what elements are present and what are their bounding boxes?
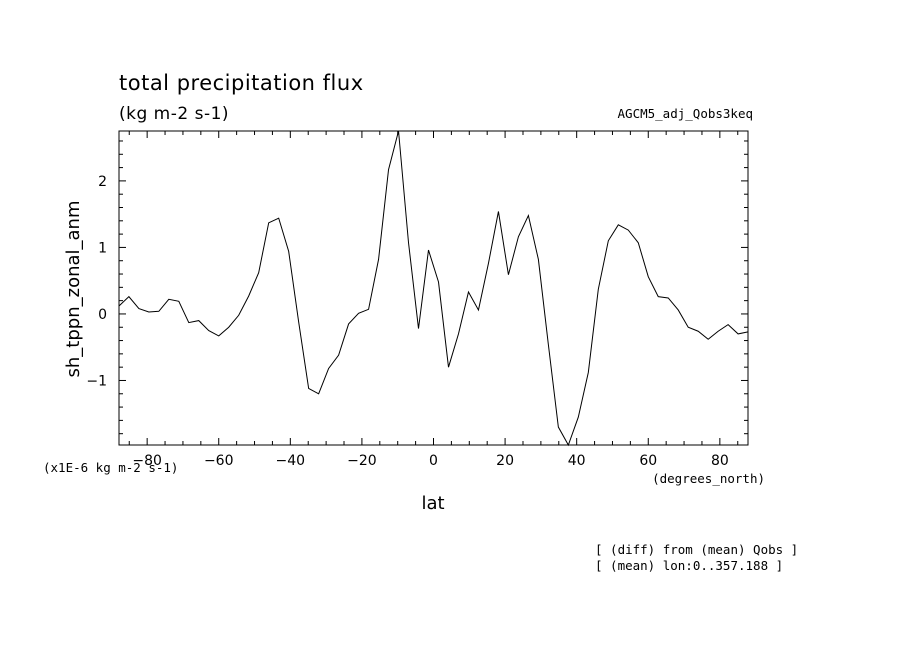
y-tick-label: 1 — [98, 240, 107, 256]
x-tick-label: −80 — [132, 453, 162, 469]
y-axis-label: sh_tppn_zonal_anm — [63, 201, 84, 378]
note-mean: [ (mean) lon:0..357.188 ] — [595, 558, 783, 573]
y-scale-note: (x1E-6 kg m-2 s-1) — [43, 460, 178, 475]
x-tick-label: −60 — [204, 453, 234, 469]
x-tick-label: −40 — [276, 453, 306, 469]
x-tick-label: 40 — [568, 453, 586, 469]
y-tick-label: 2 — [98, 174, 107, 190]
x-tick-label: 20 — [496, 453, 514, 469]
y-axis: −1 0 1 2 — [86, 140, 748, 435]
x-axis-label: lat — [421, 493, 444, 514]
x-unit-label: (degrees_north) — [652, 471, 765, 486]
x-tick-label: 80 — [711, 453, 729, 469]
units-label: (kg m-2 s-1) — [119, 104, 229, 124]
y-tick-label: −1 — [86, 373, 107, 389]
note-diff: [ (diff) from (mean) Qobs ] — [595, 542, 798, 557]
chart-title: total precipitation flux — [119, 71, 364, 95]
x-tick-label: 0 — [429, 453, 438, 469]
x-tick-label: −20 — [347, 453, 377, 469]
y-tick-label: 0 — [98, 307, 107, 323]
series-layer — [118, 130, 749, 447]
x-tick-label: 60 — [639, 453, 657, 469]
x-axis: −80 −60 −40 −20 0 20 40 60 80 — [128, 131, 739, 469]
dataset-label: AGCM5_adj_Qobs3keq — [618, 106, 753, 121]
series-line — [118, 130, 749, 447]
